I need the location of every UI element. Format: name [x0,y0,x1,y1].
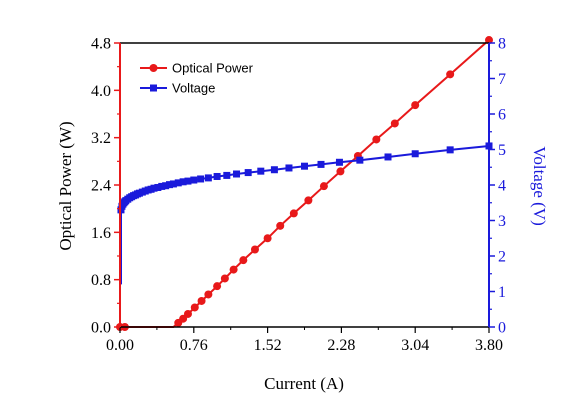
voltage-point [213,172,221,180]
x-tick-label: 1.52 [254,337,282,354]
optical-power-point [220,274,229,283]
optical-power-point [263,234,272,243]
left-tick-label: 2.4 [91,178,111,195]
voltage-point [446,146,454,154]
legend-power-marker [149,64,158,72]
optical-power-point [304,196,313,205]
voltage-point [257,167,265,175]
voltage-point [158,182,166,190]
voltage-point [154,183,162,191]
voltage-point [317,160,325,168]
optical-power-point [289,209,298,218]
legend-voltage-label: Voltage [172,81,215,96]
voltage-point [150,184,158,192]
x-tick-label: 3.04 [401,337,429,354]
optical-power-point [239,256,248,265]
optical-power-point [390,119,399,128]
right-tick-label: 6 [498,107,506,124]
voltage-point [233,170,241,178]
voltage-point [166,181,174,189]
x-tick-label: 3.80 [475,337,503,354]
right-tick-label: 4 [498,178,506,195]
left-tick-label: 0.8 [91,272,111,289]
right-tick-label: 3 [498,213,506,230]
optical-power-point [183,309,192,318]
voltage-point [174,179,182,187]
voltage-point [223,171,231,179]
voltage-point [184,177,192,185]
optical-power-point [229,265,238,274]
right-tick-label: 1 [498,284,506,301]
left-axis-title: Optical Power (W) [56,121,75,250]
optical-power-point [250,245,259,254]
optical-power-point [197,296,206,305]
voltage-point [179,178,187,186]
voltage-point [301,162,308,170]
x-tick-label: 0.76 [180,337,208,354]
optical-power-point [485,36,493,45]
left-tick-label: 0.0 [91,320,111,337]
voltage-point [204,174,212,182]
left-tick-label: 1.6 [91,225,111,242]
voltage-series [117,142,493,285]
voltage-point [244,169,252,177]
optical-power-point [213,282,222,291]
left-tick-label: 3.2 [91,130,111,147]
optical-power-point [276,221,285,230]
optical-power-point [336,167,345,176]
left-tick-label: 4.8 [91,36,111,53]
voltage-point [411,150,419,158]
optical-power-point [204,290,213,299]
voltage-point [190,176,198,184]
optical-power-point [446,70,455,79]
ticks: 0.00 0.76 1.52 2.28 3.04 3.80 0.0 0.8 1.6 2.4 3.2 4… [91,36,506,355]
optical-power-series [116,36,493,331]
right-tick-label: 7 [498,71,506,88]
optical-power-point [190,303,199,312]
voltage-point [384,153,392,161]
x-tick-label: 0.00 [106,337,134,354]
right-tick-label: 0 [498,320,506,337]
optical-power-point [411,101,420,110]
right-tick-label: 2 [498,249,506,266]
optical-power-point [319,182,328,191]
left-tick-label: 4.0 [91,83,111,100]
voltage-point [197,175,205,183]
voltage-point [335,158,343,166]
legend: Optical Power Voltage [140,61,254,96]
right-tick-label: 5 [498,142,506,159]
voltage-point [285,164,293,172]
x-tick-label: 2.28 [327,337,355,354]
right-axis-title: Voltage (V) [530,146,549,225]
voltage-point [356,156,364,164]
legend-voltage-marker [150,84,157,92]
right-tick-label: 8 [498,36,506,53]
optical-power-point [372,135,381,144]
x-axis-title: Current (A) [264,374,344,393]
legend-power-label: Optical Power [172,61,254,76]
voltage-point [169,180,177,188]
voltage-point [270,166,278,174]
voltage-point [162,182,170,190]
